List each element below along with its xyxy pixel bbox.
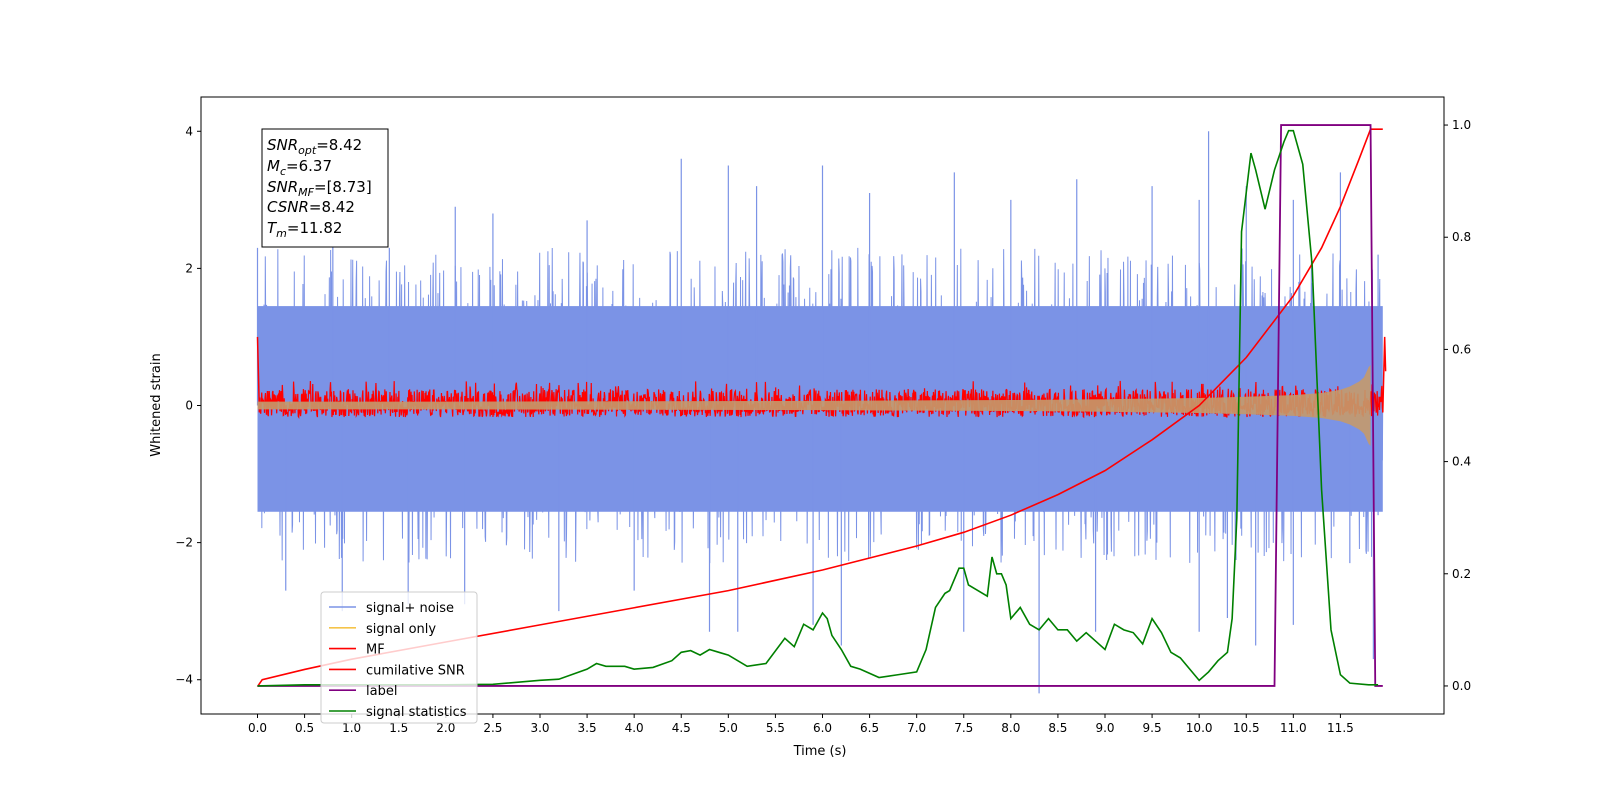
- x-tick-label: 6.5: [860, 721, 879, 735]
- info-snr-opt: SNRopt=8.42: [267, 136, 362, 157]
- info-csnr: CSNR=8.42: [267, 198, 355, 216]
- series-signal-only-envelope: [257, 365, 1371, 446]
- x-axis-label: Time (s): [793, 744, 847, 759]
- x-tick-label: 5.5: [766, 721, 785, 735]
- y2-tick-label: 1.0: [1452, 118, 1471, 132]
- legend-frame: [320, 591, 478, 724]
- y2-tick-label: 0.2: [1452, 567, 1471, 581]
- x-tick-label: 7.5: [954, 721, 973, 735]
- y2-tick-label: 0.4: [1452, 455, 1471, 469]
- x-tick-label: 1.5: [389, 721, 408, 735]
- legend-label: signal+ noise: [366, 601, 454, 616]
- legend-label: MF: [366, 643, 385, 658]
- x-tick-label: 1.0: [342, 721, 361, 735]
- legend-label: signal only: [366, 622, 436, 637]
- x-tick-label: 11.5: [1327, 721, 1354, 735]
- series-mf-end: [1382, 336, 1387, 413]
- x-tick-label: 5.0: [719, 721, 738, 735]
- y-tick-label: 0: [185, 399, 193, 413]
- x-tick-label: 8.5: [1048, 721, 1067, 735]
- legend-label: cumilative SNR: [366, 663, 465, 678]
- y-tick-label: −2: [175, 536, 193, 550]
- x-tick-label: 4.5: [672, 721, 691, 735]
- legend-label: label: [366, 684, 397, 699]
- legend: signal+ noise signal only MF cumilative SNR…: [320, 591, 478, 724]
- x-tick-label: 0.5: [295, 721, 314, 735]
- x-tick-label: 11.0: [1280, 721, 1307, 735]
- series-label-line: [257, 124, 1383, 687]
- x-tick-label: 2.5: [483, 721, 502, 735]
- x-tick-label: 3.0: [530, 721, 549, 735]
- series-mf-start: [256, 336, 261, 413]
- y2-tick-label: 0.0: [1452, 679, 1471, 693]
- x-tick-label: 7.0: [907, 721, 926, 735]
- series-signal-statistics-line: [257, 129, 1379, 687]
- info-snr-mf: SNRMF=[8.73]: [267, 178, 372, 199]
- y-axis-label: Whitened strain: [149, 353, 164, 456]
- info-box: SNRopt=8.42 Mc=6.37 SNRMF=[8.73] CSNR=8.…: [261, 128, 389, 248]
- x-tick-label: 2.0: [436, 721, 455, 735]
- y-axis-left: 4 2 0 −2 −4: [175, 124, 201, 687]
- x-tick-label: 4.0: [625, 721, 644, 735]
- x-tick-label: 6.0: [813, 721, 832, 735]
- y2-tick-label: 0.6: [1452, 342, 1471, 356]
- x-tick-label: 9.0: [1095, 721, 1114, 735]
- y-tick-label: 2: [185, 261, 193, 275]
- x-axis: 0.0 0.5 1.0 1.5 2.0 2.5 3.0 3.5 4.0 4.5 5.0 5.5 6.0 6…: [248, 714, 1354, 735]
- x-tick-label: 10.0: [1186, 721, 1213, 735]
- x-tick-label: 9.5: [1143, 721, 1162, 735]
- x-tick-label: 3.5: [578, 721, 597, 735]
- y-tick-label: 4: [185, 124, 193, 138]
- legend-label: signal statistics: [366, 705, 467, 720]
- y-tick-label: −4: [175, 673, 193, 687]
- info-box-frame: [261, 128, 389, 248]
- x-tick-label: 8.0: [1001, 721, 1020, 735]
- info-mc: Mc=6.37: [267, 157, 332, 178]
- plot-area: [256, 124, 1387, 694]
- x-tick-label: 10.5: [1233, 721, 1260, 735]
- x-tick-label: 0.0: [248, 721, 267, 735]
- info-tm: Tm=11.82: [267, 219, 342, 240]
- y2-tick-label: 0.8: [1452, 230, 1471, 244]
- y-axis-right: 1.0 0.8 0.6 0.4 0.2 0.0: [1444, 118, 1471, 693]
